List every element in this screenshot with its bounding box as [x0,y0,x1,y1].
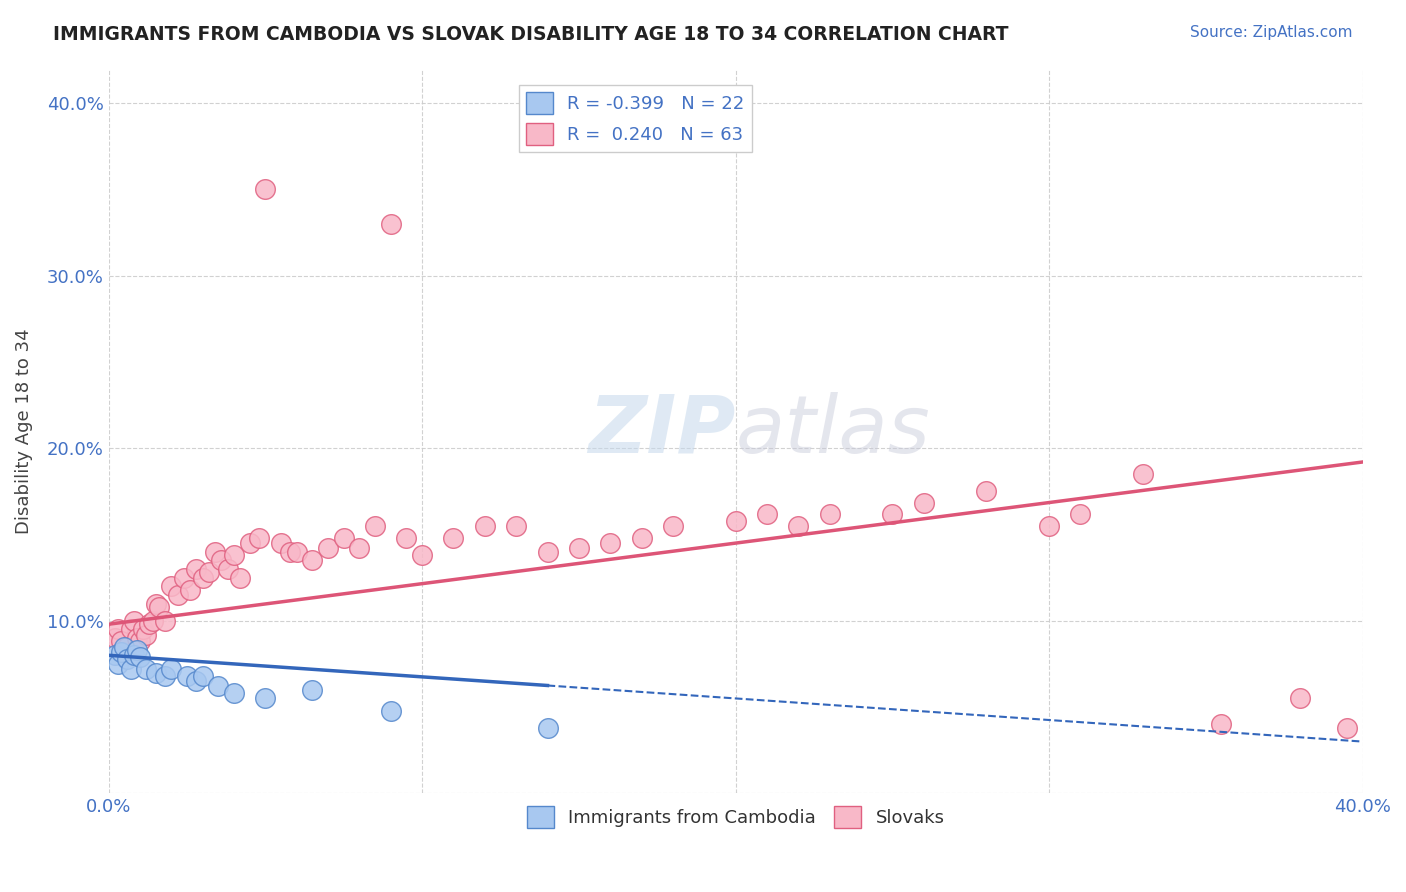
Point [755,507,778,521]
Point [270,536,292,550]
Point [239,536,262,550]
Point [364,519,387,533]
Point [141,614,163,628]
Point [1289,691,1312,706]
Point [160,662,183,676]
Point [301,682,323,697]
Point [380,704,402,718]
Point [186,562,208,576]
Point [217,562,239,576]
Point [132,623,155,637]
Point [153,614,176,628]
Point [112,645,135,659]
Point [153,669,176,683]
Point [285,545,308,559]
Point [176,669,198,683]
Point [1132,467,1154,481]
Point [145,597,167,611]
Point [125,643,148,657]
Point [332,531,354,545]
Point [112,640,135,654]
Point [179,582,201,597]
Point [129,650,152,665]
Text: Source: ZipAtlas.com: Source: ZipAtlas.com [1189,25,1353,40]
Point [186,674,208,689]
Point [247,531,270,545]
Legend: Immigrants from Cambodia, Slovaks: Immigrants from Cambodia, Slovaks [519,798,952,835]
Point [254,691,277,706]
Point [120,623,142,637]
Point [976,484,998,499]
Point [125,631,148,645]
Point [301,553,323,567]
Point [599,536,621,550]
Point [630,531,652,545]
Point [1038,519,1060,533]
Text: atlas: atlas [735,392,931,470]
Point [1211,717,1233,731]
Point [1069,507,1091,521]
Point [107,623,129,637]
Point [411,548,433,562]
Point [211,553,233,567]
Point [117,651,139,665]
Point [229,571,252,585]
Y-axis label: Disability Age 18 to 34: Disability Age 18 to 34 [15,328,32,533]
Point [882,507,904,521]
Point [207,679,229,693]
Point [474,519,496,533]
Point [505,519,527,533]
Point [107,657,129,671]
Point [254,182,277,196]
Point [122,614,145,628]
Point [536,721,558,735]
Point [104,631,127,645]
Point [145,665,167,680]
Point [395,531,418,545]
Point [129,634,152,648]
Point [122,648,145,663]
Text: ZIP: ZIP [588,392,735,470]
Point [148,599,170,614]
Point [222,548,245,562]
Point [135,662,157,676]
Point [662,519,685,533]
Point [349,541,371,556]
Point [818,507,841,521]
Point [198,566,221,580]
Point [724,514,747,528]
Point [912,496,935,510]
Point [380,217,402,231]
Point [536,545,558,559]
Point [160,579,183,593]
Text: IMMIGRANTS FROM CAMBODIA VS SLOVAK DISABILITY AGE 18 TO 34 CORRELATION CHART: IMMIGRANTS FROM CAMBODIA VS SLOVAK DISAB… [53,25,1010,44]
Point [110,645,132,659]
Point [104,648,127,663]
Point [191,571,214,585]
Point [568,541,591,556]
Point [204,545,226,559]
Point [117,640,139,654]
Point [135,627,157,641]
Point [120,662,142,676]
Point [443,531,465,545]
Point [138,617,160,632]
Point [316,541,339,556]
Point [222,686,245,700]
Point [110,634,132,648]
Point [191,669,214,683]
Point [1336,721,1358,735]
Point [173,571,195,585]
Point [787,519,810,533]
Point [166,588,188,602]
Point [280,545,302,559]
